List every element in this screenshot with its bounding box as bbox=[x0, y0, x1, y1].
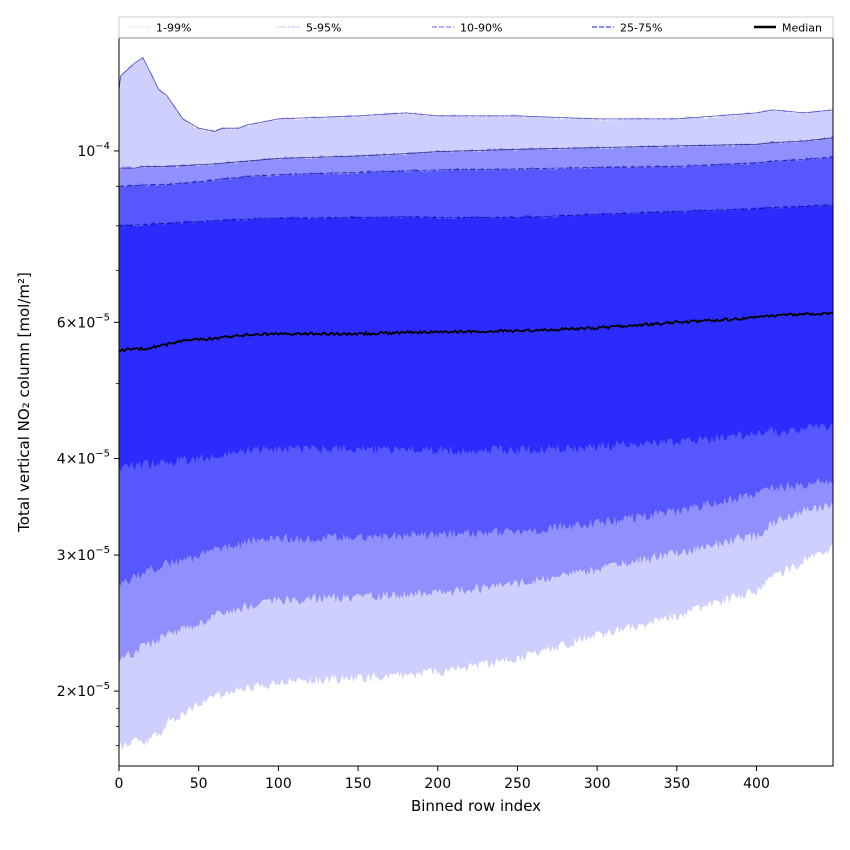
legend-label: 10-90% bbox=[460, 22, 502, 35]
x-tick-label: 50 bbox=[190, 776, 208, 792]
band-edge-10-90% bbox=[119, 156, 834, 187]
legend-label: 5-95% bbox=[306, 22, 341, 35]
legend: 1-99% 5-95% 10-90% 25-75% Median bbox=[118, 16, 834, 39]
legend-label: 25-75% bbox=[620, 22, 662, 35]
x-axis-label: Binned row index bbox=[411, 797, 541, 815]
x-tick-label: 400 bbox=[743, 776, 770, 792]
legend-label: Median bbox=[782, 22, 822, 35]
x-tick-label: 350 bbox=[663, 776, 690, 792]
legend-label: 1-99% bbox=[156, 22, 191, 35]
x-tick-label: 300 bbox=[584, 776, 611, 792]
band-25-75% bbox=[119, 203, 833, 472]
y-axis-label: Total vertical NO₂ column [mol/m²] bbox=[15, 272, 33, 533]
x-tick-label: 100 bbox=[265, 776, 292, 792]
y-tick-label: 10−4 bbox=[77, 141, 110, 160]
band-edge-25-75% bbox=[119, 204, 834, 227]
x-axis: 0 50 100 150 200 250 300 350 400 bbox=[115, 766, 770, 792]
x-tick-label: 150 bbox=[345, 776, 372, 792]
median-layer bbox=[118, 311, 834, 353]
band-edge-1-99% bbox=[118, 57, 834, 132]
x-tick-label: 0 bbox=[115, 776, 124, 792]
y-axis: 2×10−5 3×10−5 4×10−5 6×10−5 10−4 bbox=[57, 141, 119, 747]
x-tick-label: 200 bbox=[424, 776, 451, 792]
y-tick-label: 2×10−5 bbox=[57, 681, 110, 700]
median-line bbox=[118, 311, 834, 353]
band-edge-5-95% bbox=[119, 137, 834, 169]
y-tick-label: 3×10−5 bbox=[57, 545, 110, 564]
x-tick-label: 250 bbox=[504, 776, 531, 792]
y-tick-label: 4×10−5 bbox=[57, 448, 110, 467]
bands-layer bbox=[118, 56, 834, 751]
y-tick-label: 6×10−5 bbox=[57, 312, 110, 331]
